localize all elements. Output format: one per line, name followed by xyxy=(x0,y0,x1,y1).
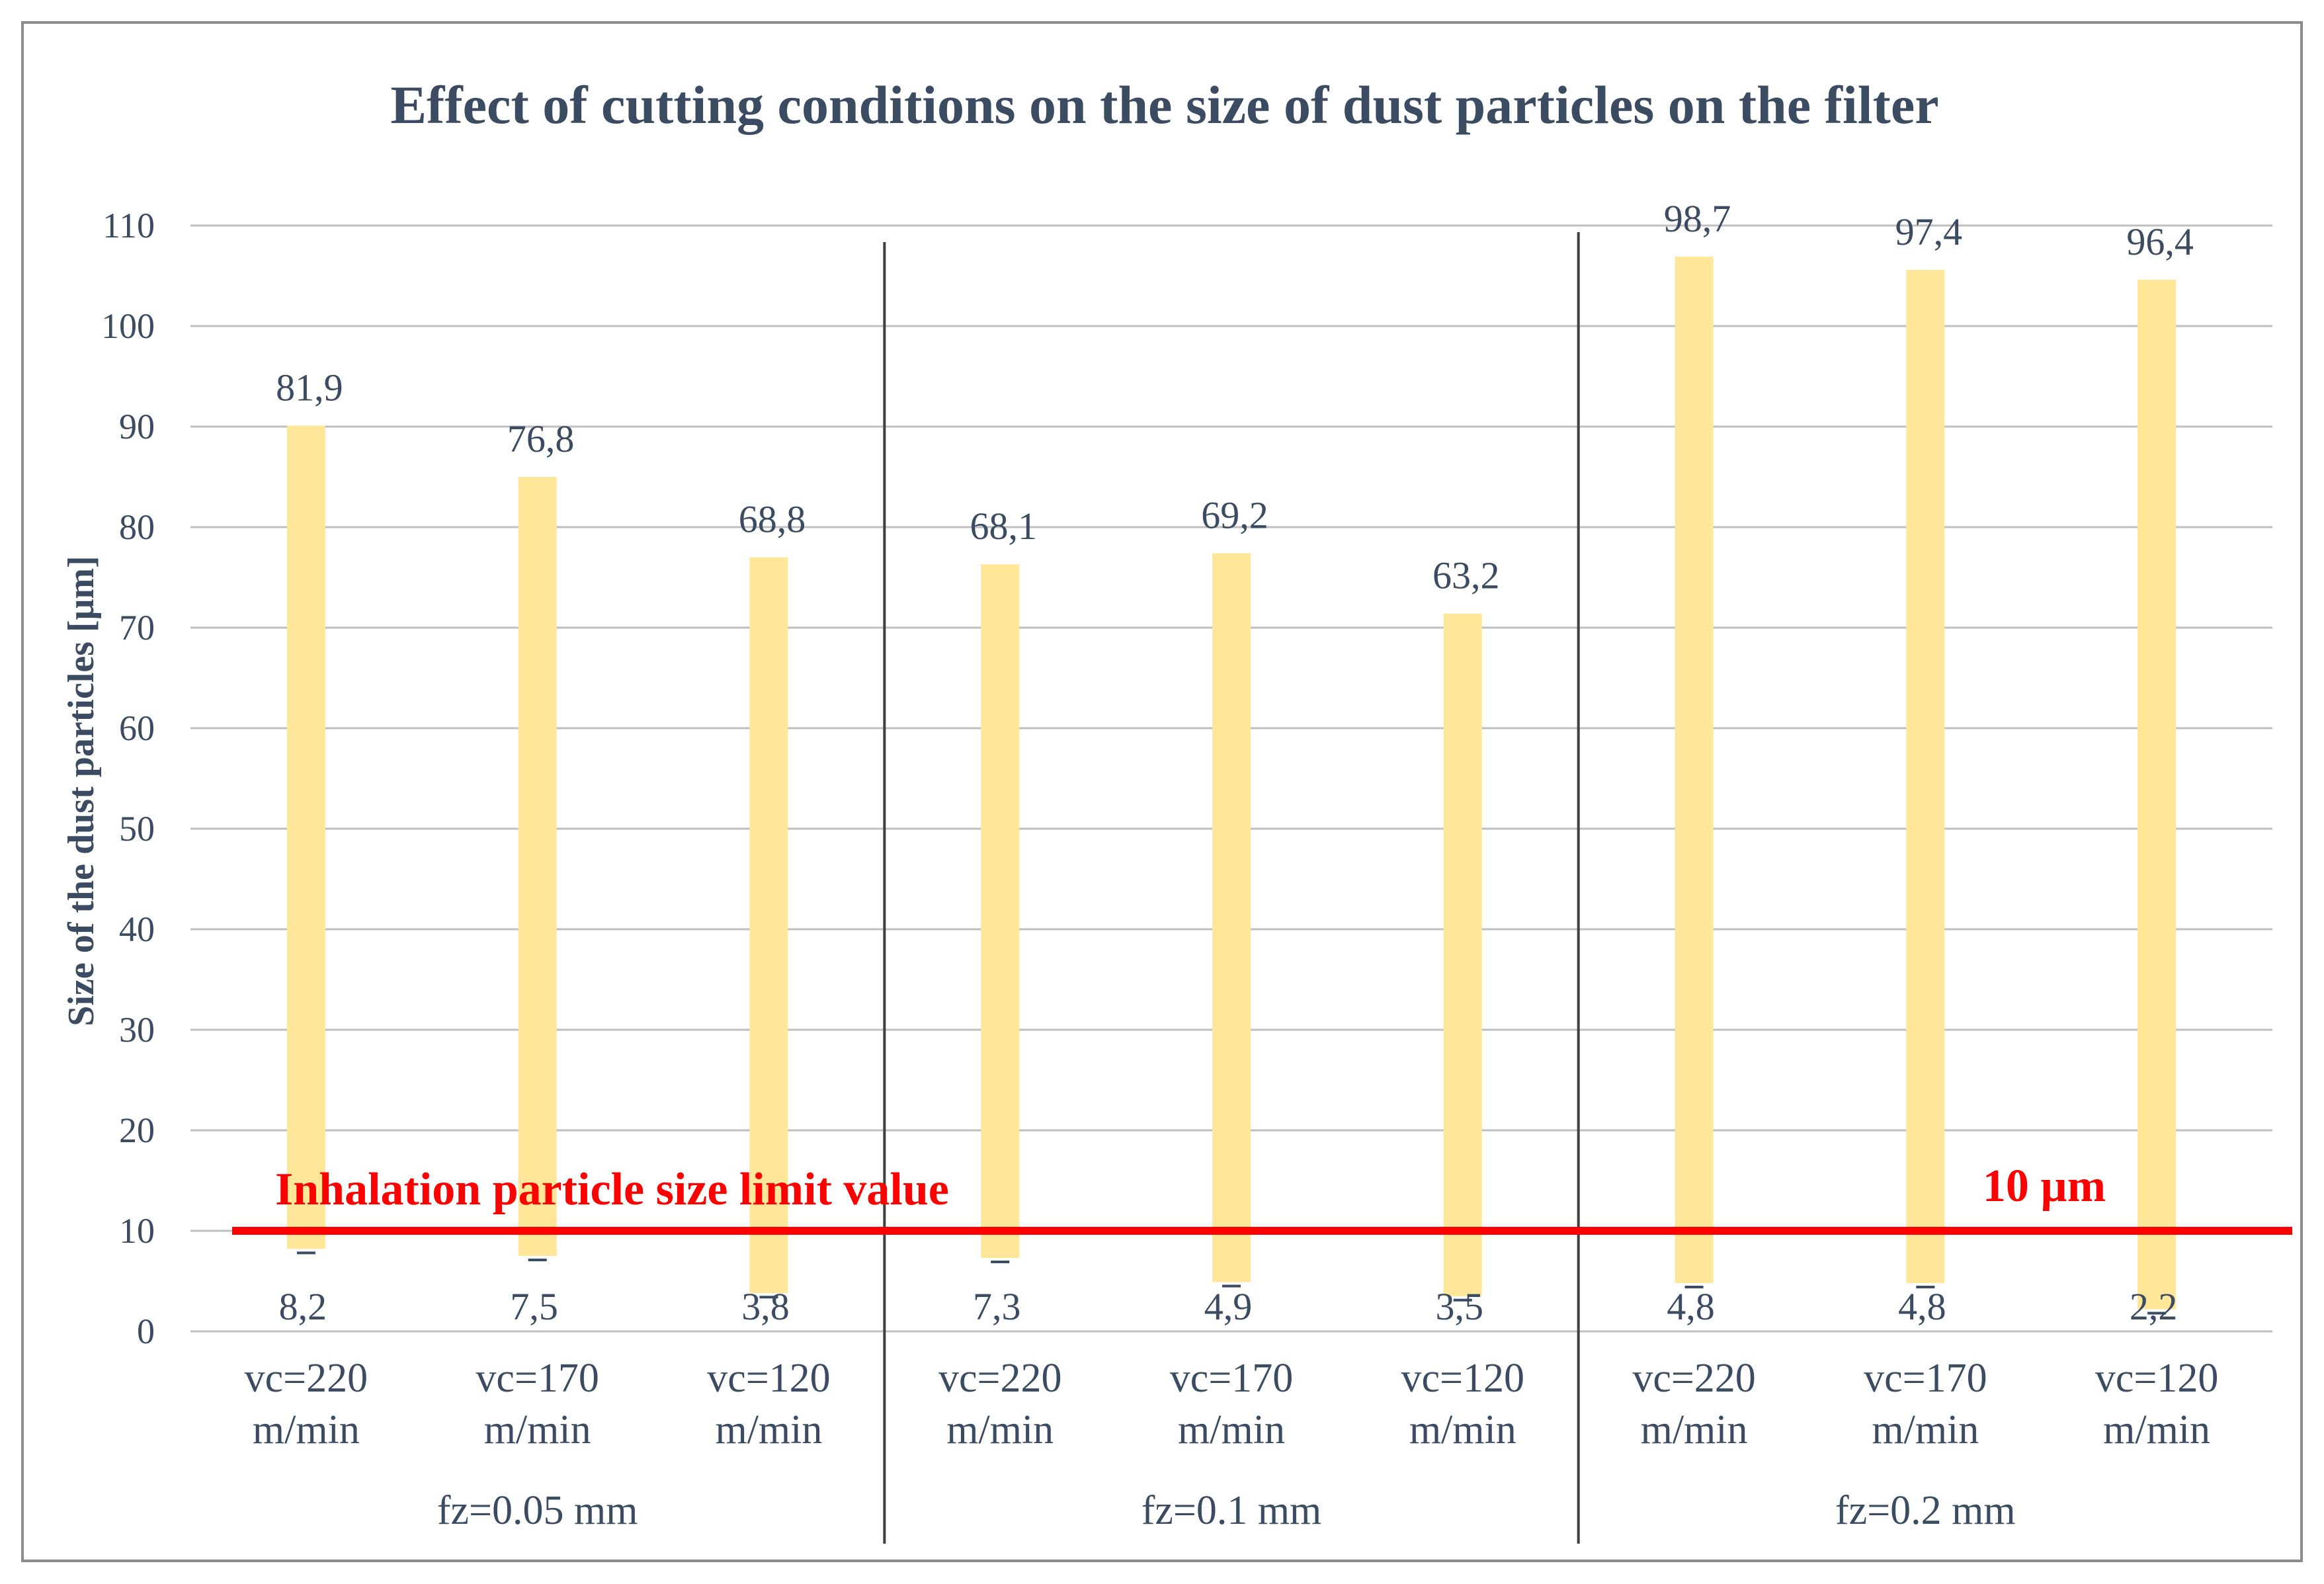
y-tick-0: 0 xyxy=(137,1312,155,1351)
min-data-label: 4,8 xyxy=(1898,1285,1946,1328)
category-label-line2: m/min xyxy=(1409,1407,1516,1452)
category-label-line2: m/min xyxy=(1178,1407,1285,1452)
max-data-label: 96,4 xyxy=(2126,220,2194,263)
chart-frame: Effect of cutting conditions on the size… xyxy=(21,21,2303,1562)
category-label-line2: m/min xyxy=(1872,1407,1979,1452)
max-data-label: 81,9 xyxy=(276,366,343,409)
bar-range xyxy=(2137,280,2177,1310)
max-data-label: 97,4 xyxy=(1895,210,1963,253)
category-label-line1: vc=170 xyxy=(1170,1356,1293,1401)
y-tick-20: 20 xyxy=(119,1110,155,1150)
group-label: fz=0.2 mm xyxy=(1835,1488,2016,1533)
max-data-label: 69,2 xyxy=(1201,494,1268,537)
bar-range xyxy=(286,425,325,1249)
min-data-label: 2,2 xyxy=(2130,1285,2178,1328)
y-tick-80: 80 xyxy=(119,507,155,547)
group-label: fz=0.05 mm xyxy=(437,1488,638,1533)
max-data-label: 63,2 xyxy=(1432,554,1500,597)
y-axis-label: Size of the dust particles [μm] xyxy=(61,556,102,1026)
category-label-line2: m/min xyxy=(2103,1407,2210,1452)
bar-range xyxy=(1906,269,1945,1284)
min-data-label: 8,2 xyxy=(279,1285,327,1328)
bar-range xyxy=(1443,613,1482,1296)
y-axis-ticks: 0 10 20 30 40 50 60 70 80 90 100 110 xyxy=(101,206,155,1351)
bars xyxy=(286,257,2177,1315)
bar-range xyxy=(518,477,557,1256)
category-label-line2: m/min xyxy=(1641,1407,1748,1452)
category-label-line1: vc=170 xyxy=(476,1356,599,1401)
x-axis-labels: vc=220 m/min vc=170 m/min vc=120 m/min fz=0.05… xyxy=(245,1356,2219,1533)
max-data-label: 76,8 xyxy=(507,417,575,460)
category-label-line1: vc=120 xyxy=(2095,1356,2218,1401)
y-tick-30: 30 xyxy=(119,1010,155,1050)
min-data-label: 7,5 xyxy=(510,1285,558,1328)
max-data-label: 68,8 xyxy=(739,498,806,541)
category-label-line2: m/min xyxy=(946,1407,1054,1452)
category-label-line2: m/min xyxy=(715,1407,822,1452)
category-label-line1: vc=220 xyxy=(938,1356,1061,1401)
y-tick-100: 100 xyxy=(101,306,155,346)
limit-line-label: Inhalation particle size limit value xyxy=(275,1164,949,1215)
bar-range xyxy=(1212,553,1251,1282)
min-data-label: 3,8 xyxy=(741,1285,790,1328)
category-label-line1: vc=220 xyxy=(245,1356,368,1401)
group-label: fz=0.1 mm xyxy=(1141,1488,1322,1533)
y-tick-110: 110 xyxy=(103,206,155,245)
max-data-label: 98,7 xyxy=(1664,197,1731,240)
min-data-label: 4,9 xyxy=(1204,1285,1253,1328)
bar-range xyxy=(1675,257,1714,1284)
category-label-line1: vc=120 xyxy=(707,1356,830,1401)
category-label-line1: vc=170 xyxy=(1864,1356,1987,1401)
y-tick-50: 50 xyxy=(119,809,155,849)
min-data-label: 7,3 xyxy=(973,1285,1021,1328)
y-tick-10: 10 xyxy=(119,1211,155,1251)
group-separators xyxy=(883,232,1580,1544)
category-label-line2: m/min xyxy=(484,1407,591,1452)
chart-svg: Effect of cutting conditions on the size… xyxy=(61,75,2292,1544)
bar-range xyxy=(981,564,1020,1259)
max-data-label: 68,1 xyxy=(970,505,1037,548)
chart-title: Effect of cutting conditions on the size… xyxy=(390,75,1938,135)
y-tick-70: 70 xyxy=(119,608,155,647)
y-tick-90: 90 xyxy=(119,407,155,446)
min-data-label: 4,8 xyxy=(1667,1285,1715,1328)
category-label-line1: vc=220 xyxy=(1632,1356,1755,1401)
min-data-label: 3,5 xyxy=(1436,1285,1484,1328)
limit-line-group: Inhalation particle size limit value 10 … xyxy=(232,1161,2292,1235)
category-label-line2: m/min xyxy=(253,1407,360,1452)
y-tick-40: 40 xyxy=(119,909,155,949)
limit-value-label: 10 µm xyxy=(1983,1161,2106,1212)
data-labels: 81,9 8,2 76,8 7,5 68,8 3,8 68,1 7,3 69,2 4,9 63,2 3… xyxy=(276,197,2194,1328)
bar-range xyxy=(749,557,788,1294)
category-label-line1: vc=120 xyxy=(1401,1356,1524,1401)
y-tick-60: 60 xyxy=(119,708,155,748)
